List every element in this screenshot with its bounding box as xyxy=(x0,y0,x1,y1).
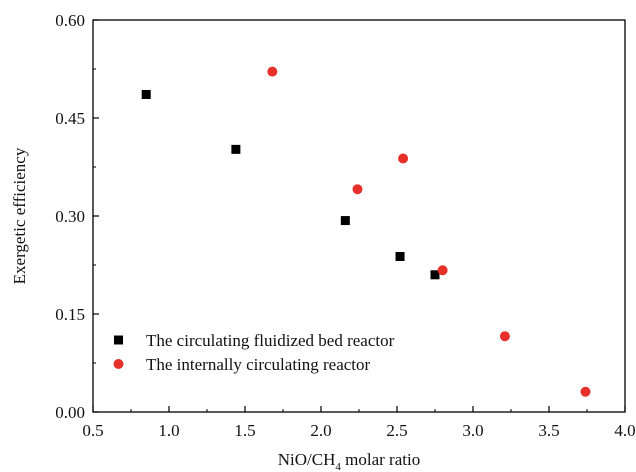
legend-label: The internally circulating reactor xyxy=(146,355,371,374)
tick-labels: 0.5 1.0 1.5 2.0 2.5 3.0 3.5 4.0 0.00 0.15 0.30 0.45… xyxy=(55,11,635,440)
x-axis-label: NiO/CH4 molar ratio xyxy=(278,450,420,472)
x-tick-label: 3.5 xyxy=(538,421,559,440)
data-point-square xyxy=(430,270,440,280)
y-tick-label: 0.15 xyxy=(55,305,85,324)
x-tick-label: 4.0 xyxy=(614,421,635,440)
y-tick-label: 0.00 xyxy=(55,403,85,422)
x-tick-label: 0.5 xyxy=(82,421,103,440)
data-point-circle xyxy=(437,265,448,276)
data-point-square xyxy=(340,216,350,226)
plot-frame xyxy=(92,19,626,413)
data-point-circle xyxy=(398,153,409,164)
data-point-square xyxy=(395,252,405,262)
y-tick-label: 0.45 xyxy=(55,109,85,128)
axis-ticks xyxy=(92,19,626,413)
legend-marker-circle xyxy=(113,359,124,369)
data-point-circle xyxy=(267,66,278,77)
legend-label: The circulating fluidized bed reactor xyxy=(146,331,395,350)
legend-marker-square xyxy=(114,335,123,345)
data-point-square xyxy=(141,89,151,99)
x-axis-label-main: NiO/CH xyxy=(278,450,336,469)
y-tick-label: 0.60 xyxy=(55,11,85,30)
y-tick-label: 0.30 xyxy=(55,207,85,226)
x-tick-label: 3.0 xyxy=(462,421,483,440)
x-axis-label-tail: molar ratio xyxy=(341,450,420,469)
x-tick-label: 1.0 xyxy=(158,421,179,440)
data-point-circle xyxy=(352,184,363,195)
x-axis-label-subscript: 4 xyxy=(335,461,341,472)
y-axis-label: Exergetic efficiency xyxy=(10,147,29,284)
data-points xyxy=(141,66,591,397)
x-tick-label: 2.0 xyxy=(310,421,331,440)
x-tick-label: 1.5 xyxy=(234,421,255,440)
data-point-circle xyxy=(580,386,591,397)
x-tick-label: 2.5 xyxy=(386,421,407,440)
data-point-square xyxy=(231,144,241,154)
data-point-circle xyxy=(499,331,510,342)
legend: The circulating fluidized bed reactor The… xyxy=(113,331,395,374)
